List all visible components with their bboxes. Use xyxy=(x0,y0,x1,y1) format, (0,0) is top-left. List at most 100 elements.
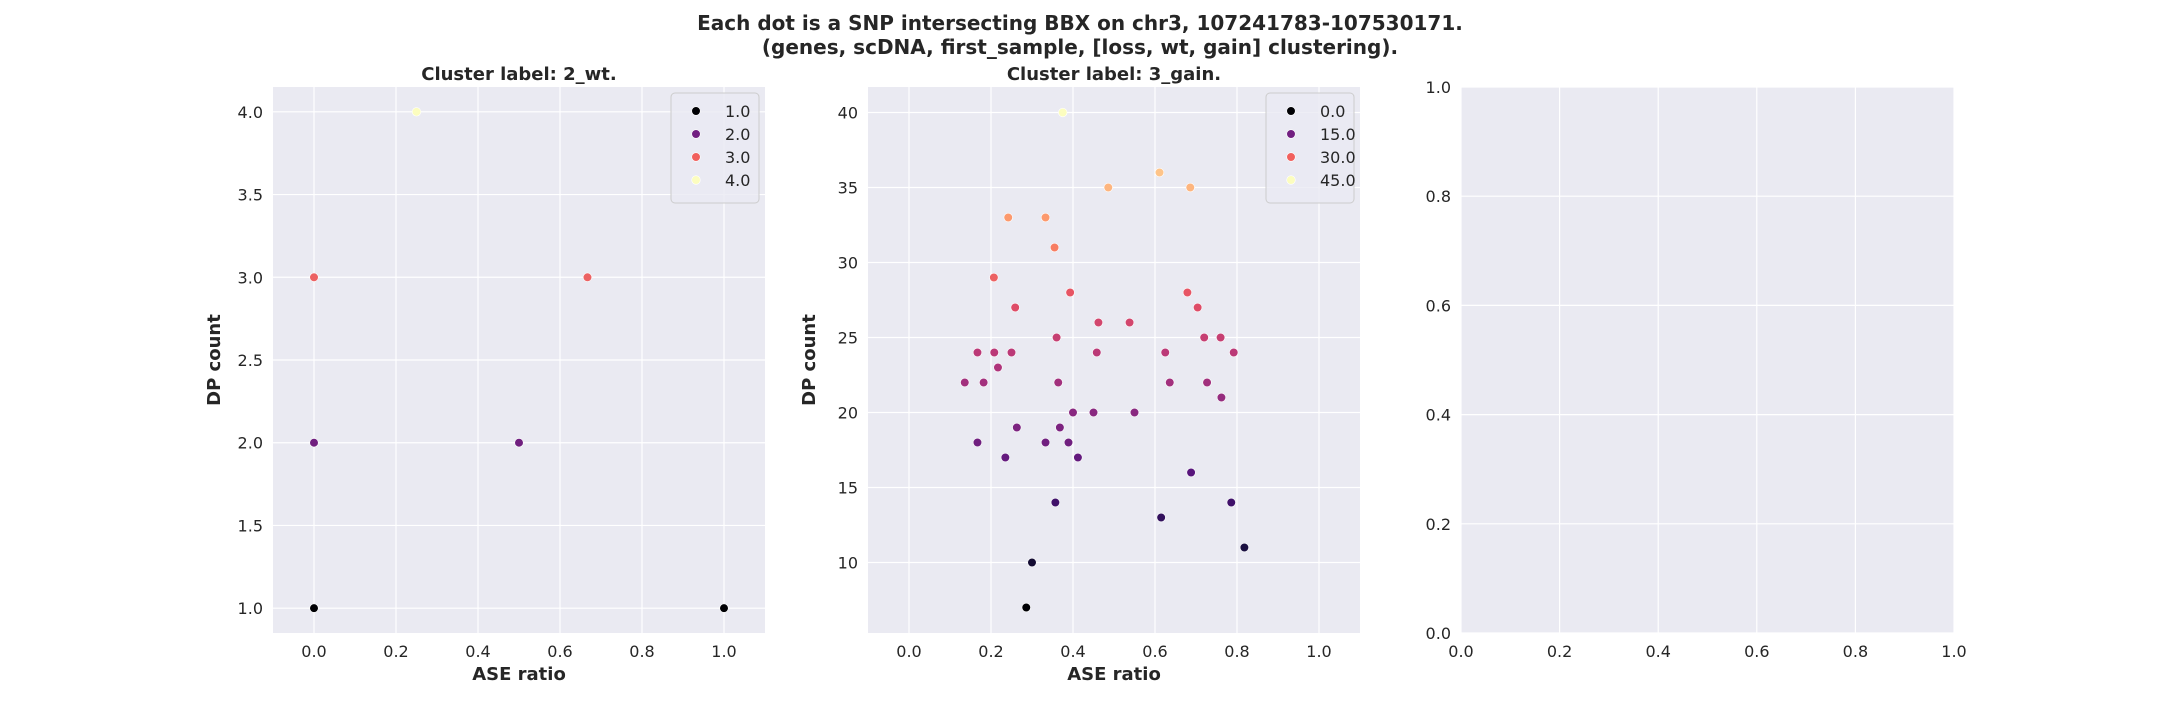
data-point xyxy=(1185,182,1195,193)
x-tick-label: 0.4 xyxy=(1060,642,1085,661)
data-point xyxy=(1021,602,1031,613)
data-point xyxy=(993,362,1003,373)
data-point xyxy=(1229,347,1239,358)
data-point xyxy=(1193,302,1203,313)
data-point xyxy=(1226,497,1236,508)
x-tick-label: 0.8 xyxy=(629,642,654,661)
panel-title: Cluster label: 3_gain. xyxy=(1007,64,1221,85)
x-tick-label: 0.8 xyxy=(1224,642,1249,661)
legend-label: 45.0 xyxy=(1320,171,1356,190)
data-point xyxy=(1068,407,1078,418)
panel-3: 0.0 0.2 0.4 0.6 0.8 1.0 0.0 0.2 0.4 0.6 0.8 1.0 xyxy=(1426,78,1967,661)
legend-marker xyxy=(1286,152,1296,162)
x-tick-label: 1.0 xyxy=(1941,642,1966,661)
legend-label: 1.0 xyxy=(725,102,750,121)
x-tick-label: 1.0 xyxy=(1306,642,1331,661)
data-point xyxy=(989,272,999,283)
legend-marker xyxy=(691,152,701,162)
data-point xyxy=(1010,302,1020,313)
legend-label: 4.0 xyxy=(725,171,750,190)
y-tick-label: 1.0 xyxy=(1426,78,1451,97)
x-tick-label: 0.6 xyxy=(547,642,572,661)
y-axis-label: DP count xyxy=(204,314,225,406)
y-tick-label: 0.0 xyxy=(1426,624,1451,643)
data-point xyxy=(989,347,999,358)
y-tick-label: 2.0 xyxy=(238,434,263,453)
legend-marker xyxy=(691,106,701,116)
figure-title-line2: (genes, scDNA, first_sample, [loss, wt, … xyxy=(762,35,1398,59)
y-tick-label: 1.5 xyxy=(238,516,263,535)
y-tick-label: 1.0 xyxy=(238,599,263,618)
y-axis-label: DP count xyxy=(799,314,820,406)
data-point xyxy=(1165,377,1175,388)
legend-box xyxy=(670,92,760,204)
data-point xyxy=(1003,212,1013,223)
x-tick-label: 0.8 xyxy=(1843,642,1868,661)
legend-box xyxy=(1265,92,1355,204)
data-point xyxy=(1006,347,1017,358)
x-tick-label: 0.6 xyxy=(1744,642,1769,661)
data-point xyxy=(1202,377,1212,388)
legend-label: 2.0 xyxy=(725,125,750,144)
legend-marker xyxy=(691,175,701,185)
data-point xyxy=(1058,107,1068,118)
data-point xyxy=(1093,317,1104,328)
y-tick-label: 20 xyxy=(838,404,858,423)
data-point xyxy=(1073,452,1083,463)
x-tick-label: 0.2 xyxy=(978,642,1003,661)
legend: 0.0 15.0 30.0 45.0 xyxy=(1265,92,1356,204)
y-tick-label: 15 xyxy=(838,479,858,498)
legend: 1.0 2.0 3.0 4.0 xyxy=(670,92,760,204)
data-point xyxy=(1050,497,1060,508)
y-tick-label: 0.8 xyxy=(1426,187,1451,206)
data-point xyxy=(1215,332,1226,343)
y-tick-label: 0.2 xyxy=(1426,515,1451,534)
data-point xyxy=(1053,377,1063,388)
legend-marker xyxy=(1286,175,1296,185)
x-tick-label: 0.4 xyxy=(465,642,490,661)
data-point xyxy=(1124,317,1135,328)
data-point xyxy=(1040,437,1051,448)
panel-2: 0.0 0.2 0.4 0.6 0.8 1.0 10 15 20 25 30 35 40 Cluster … xyxy=(799,64,1360,685)
data-point xyxy=(1160,347,1170,358)
data-point xyxy=(1199,332,1209,343)
legend-label: 30.0 xyxy=(1320,148,1356,167)
y-tick-label: 30 xyxy=(838,254,858,273)
data-point xyxy=(1088,407,1099,418)
panel-1: 0.0 0.2 0.4 0.6 0.8 1.0 1.0 1.5 2.0 2.5 3.0 3.5 4.0 C… xyxy=(204,64,765,685)
y-tick-label: 2.5 xyxy=(238,351,263,370)
legend-label: 3.0 xyxy=(725,148,750,167)
data-point xyxy=(1186,467,1196,478)
y-tick-label: 3.0 xyxy=(238,268,263,287)
data-point xyxy=(972,347,983,358)
data-point xyxy=(1065,287,1075,298)
x-tick-label: 0.0 xyxy=(1448,642,1473,661)
legend-label: 0.0 xyxy=(1320,102,1345,121)
legend-marker xyxy=(1286,106,1296,116)
data-point xyxy=(309,272,319,282)
x-tick-label: 0.0 xyxy=(301,642,326,661)
data-point xyxy=(960,377,970,388)
data-point xyxy=(1049,242,1060,253)
data-point xyxy=(1239,542,1249,553)
data-point xyxy=(979,377,989,388)
x-tick-label: 0.2 xyxy=(383,642,408,661)
x-tick-label: 0.2 xyxy=(1547,642,1572,661)
y-tick-label: 40 xyxy=(838,104,858,123)
data-point xyxy=(514,438,524,448)
plot-area xyxy=(1461,87,1954,633)
y-tick-label: 3.5 xyxy=(238,186,263,205)
y-tick-label: 0.4 xyxy=(1426,406,1451,425)
data-point xyxy=(309,438,319,448)
x-tick-label: 0.4 xyxy=(1645,642,1670,661)
y-tick-label: 4.0 xyxy=(238,103,263,122)
data-point xyxy=(1129,407,1140,418)
data-point xyxy=(1063,437,1074,448)
data-point xyxy=(411,107,422,117)
data-point xyxy=(1103,182,1113,193)
data-point xyxy=(1216,392,1227,403)
data-point xyxy=(1182,287,1192,298)
legend-label: 15.0 xyxy=(1320,125,1356,144)
x-tick-label: 1.0 xyxy=(711,642,736,661)
data-point xyxy=(1055,422,1065,433)
